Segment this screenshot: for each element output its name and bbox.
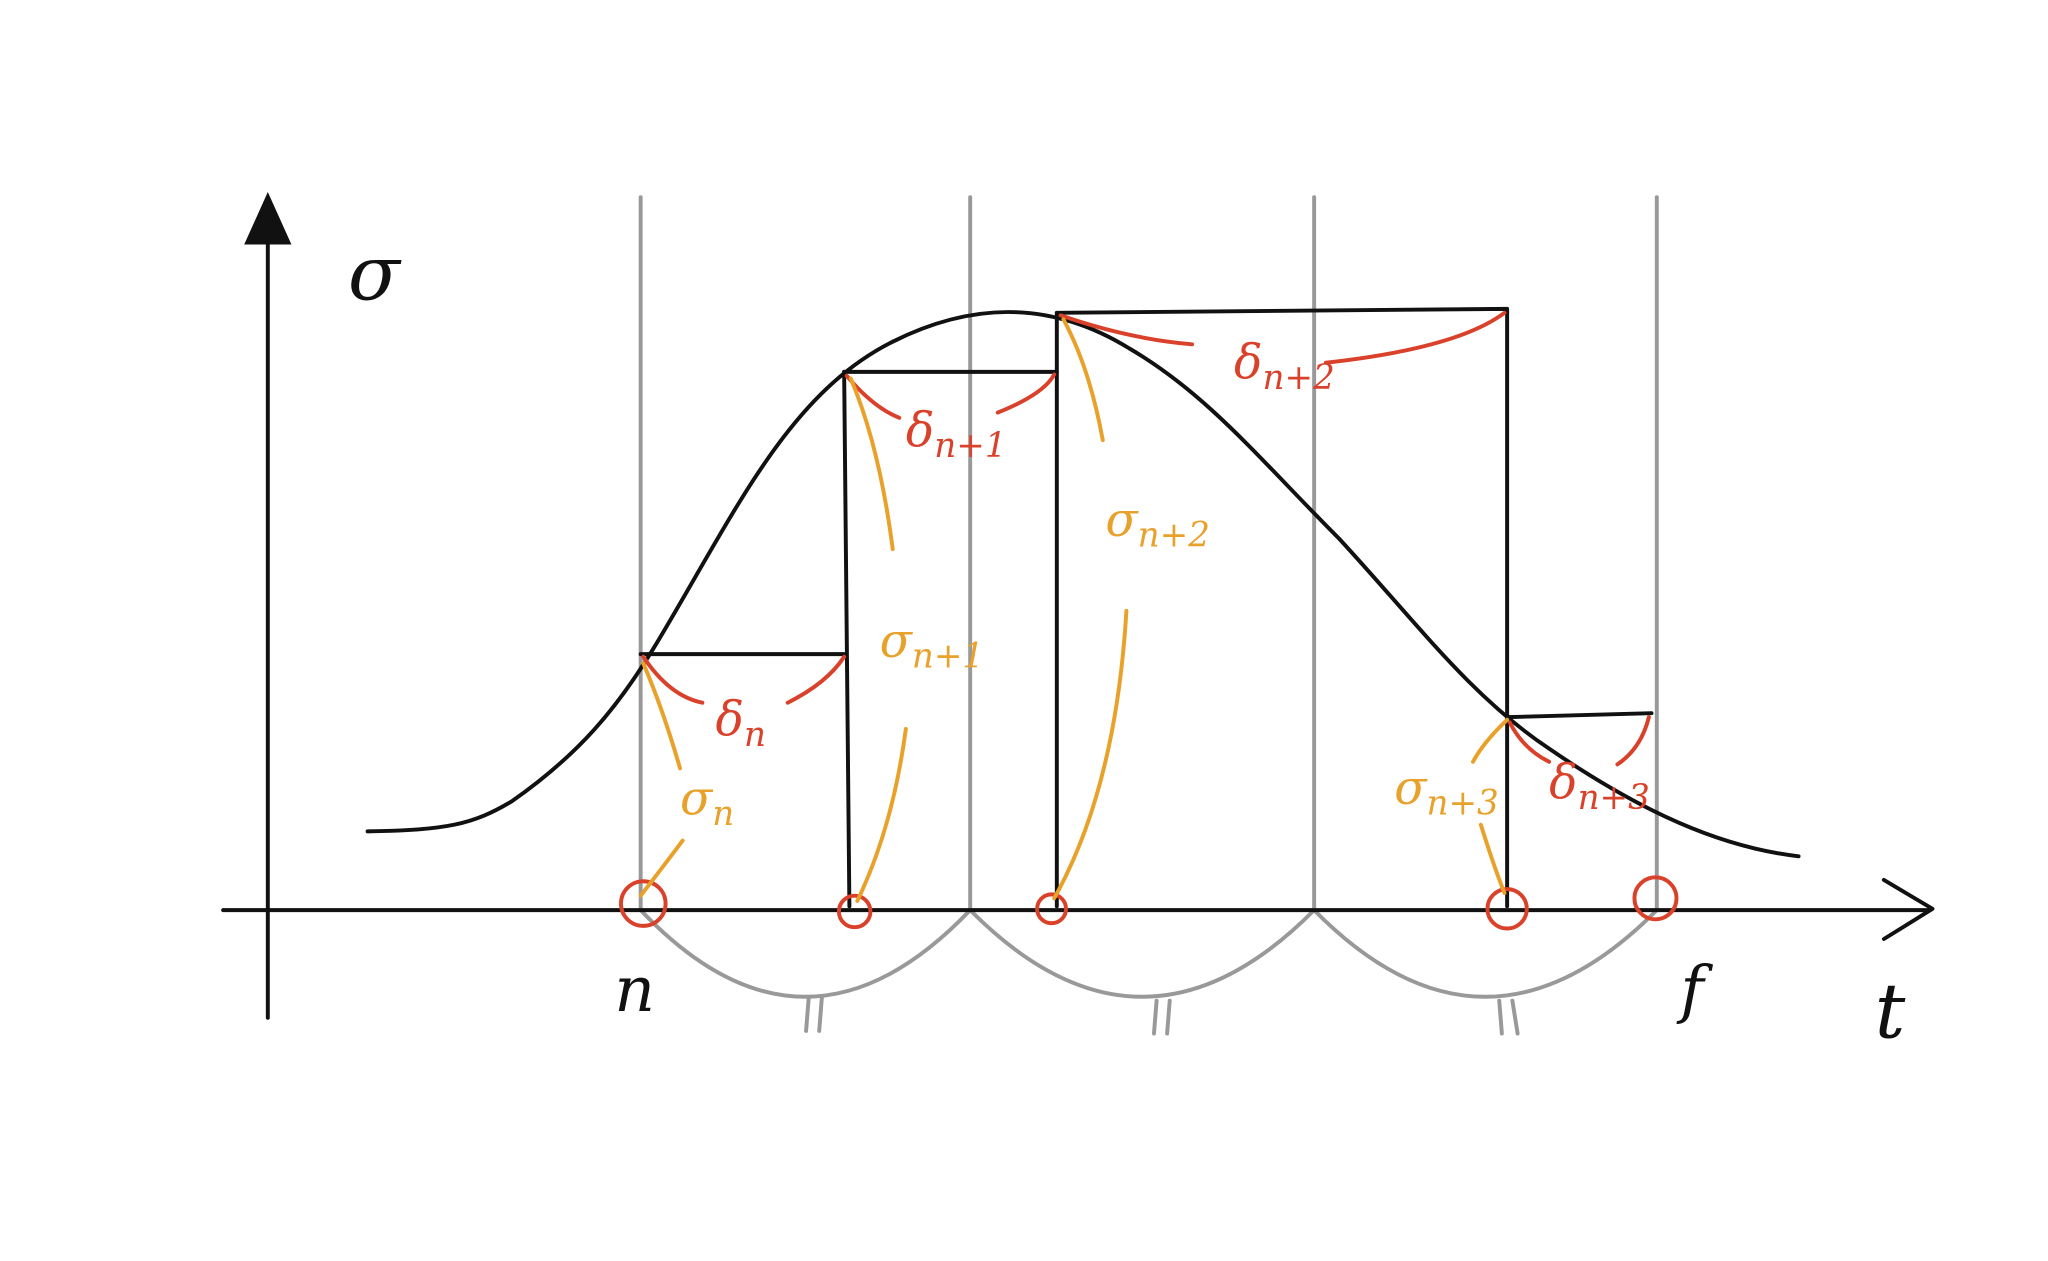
point-label: f (1676, 953, 1713, 1026)
symbol: δ (906, 404, 934, 459)
drawing (221, 192, 1935, 1036)
labels: σ t n f (348, 229, 1906, 1056)
symbol: δ (1234, 335, 1262, 390)
subscript: n+1 (912, 636, 984, 676)
sigma-label: σn+1 (880, 614, 985, 677)
sigma-arcs (638, 317, 1510, 903)
point-label: n (614, 953, 655, 1026)
subscript: n+1 (934, 426, 1006, 466)
axes (221, 234, 1935, 1020)
x-axis-label: t (1875, 966, 1906, 1055)
sigma-label: σn (680, 771, 734, 834)
curve (365, 310, 1801, 859)
subscript: n+3 (1426, 783, 1498, 823)
symbol: σ (680, 771, 714, 826)
symbol: δ (715, 693, 743, 748)
delta-label: δn+2 (1234, 335, 1335, 398)
symbol: σ (880, 614, 914, 669)
y-axis-label: σ (348, 229, 402, 318)
delta-label: δn+1 (906, 404, 1007, 467)
subscript: n+3 (1578, 778, 1650, 818)
subscript: n (712, 794, 734, 834)
symbol: δ (1549, 756, 1577, 811)
sigma-label: σn+3 (1394, 761, 1499, 824)
y-arrow (244, 192, 292, 245)
subscript: n (744, 715, 766, 755)
sigma-label: σn+2 (1105, 493, 1210, 556)
subscript: n+2 (1263, 358, 1335, 398)
subscript: n+2 (1138, 515, 1210, 555)
delta-label: δn (715, 693, 765, 756)
grid-lines (638, 195, 1659, 1036)
delta-label: δn+3 (1549, 756, 1650, 819)
delta-arcs (618, 310, 1679, 931)
symbol: σ (1394, 761, 1428, 816)
symbol: σ (1105, 493, 1139, 548)
steps (638, 306, 1654, 909)
